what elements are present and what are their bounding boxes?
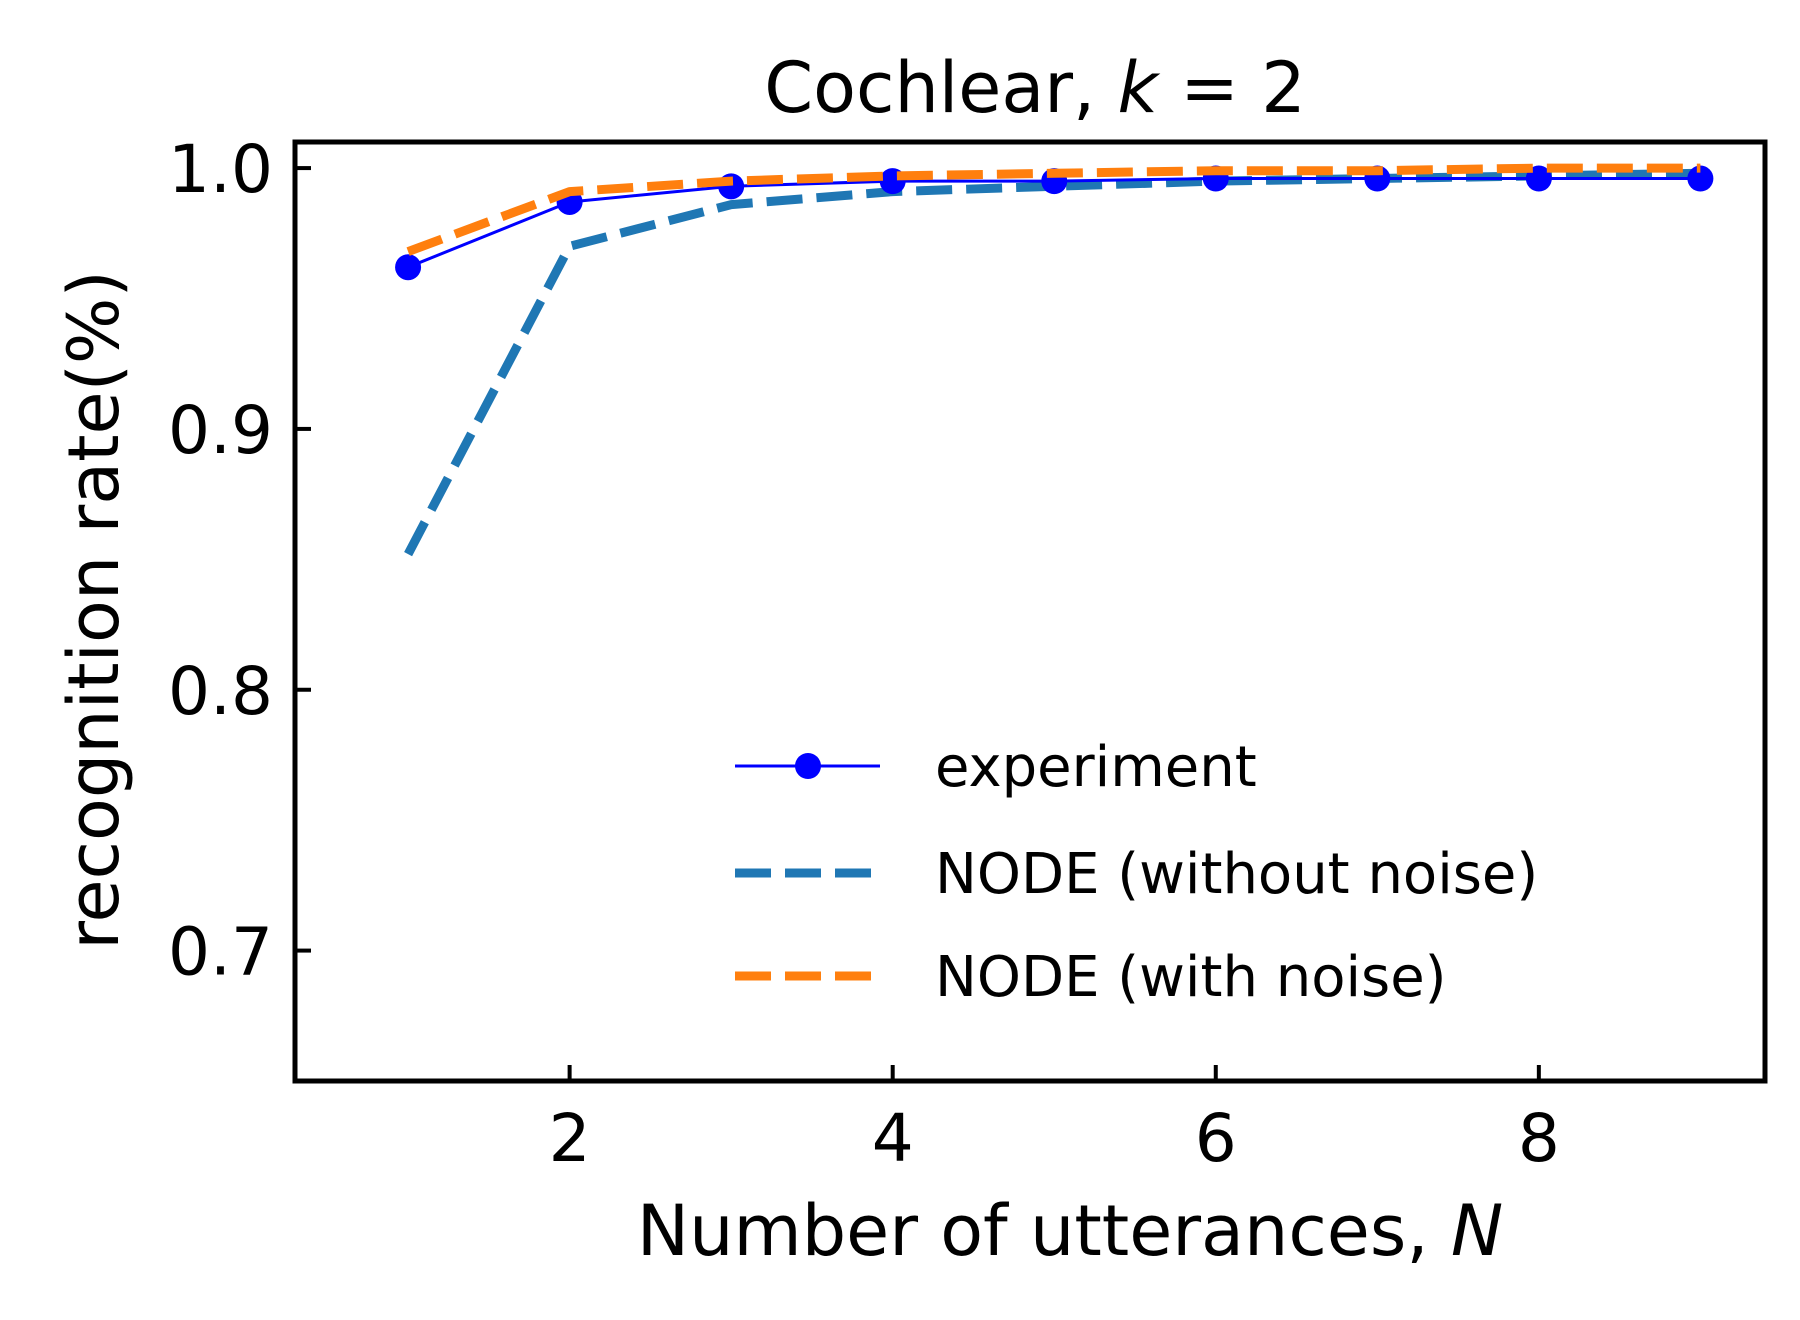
x-tick-label: 4 — [872, 1100, 914, 1177]
y-tick-label: 0.9 — [168, 392, 273, 469]
data-point-experiment — [395, 254, 422, 281]
legend: experiment NODE (without noise) NODE (wi… — [735, 735, 1538, 1010]
legend-marker-experiment — [795, 753, 821, 779]
series-line-node-with-noise — [406, 163, 1701, 256]
x-tick-label: 6 — [1195, 1100, 1237, 1177]
legend-label-experiment: experiment — [935, 735, 1257, 800]
series-line-node-without-noise — [404, 168, 1701, 557]
legend-label-node-with-noise: NODE (with noise) — [935, 945, 1447, 1010]
ticks: 2 4 6 8 0.7 0.8 0.9 1.0 — [168, 131, 1560, 1177]
data-point-experiment — [1687, 165, 1714, 192]
x-axis-label: Number of utterances, N — [637, 1190, 1503, 1272]
x-tick-label: 2 — [549, 1100, 591, 1177]
y-axis-label: recognition rate(%) — [53, 270, 135, 950]
chart-title: Cochlear, k = 2 — [764, 47, 1306, 129]
legend-label-node-without-noise: NODE (without noise) — [935, 842, 1538, 907]
series-layer — [395, 163, 1714, 557]
x-tick-label: 8 — [1518, 1100, 1560, 1177]
plot-frame — [292, 139, 1768, 1084]
y-tick-label: 0.8 — [168, 653, 273, 730]
y-tick-label: 1.0 — [168, 131, 273, 208]
y-tick-label: 0.7 — [168, 914, 273, 991]
